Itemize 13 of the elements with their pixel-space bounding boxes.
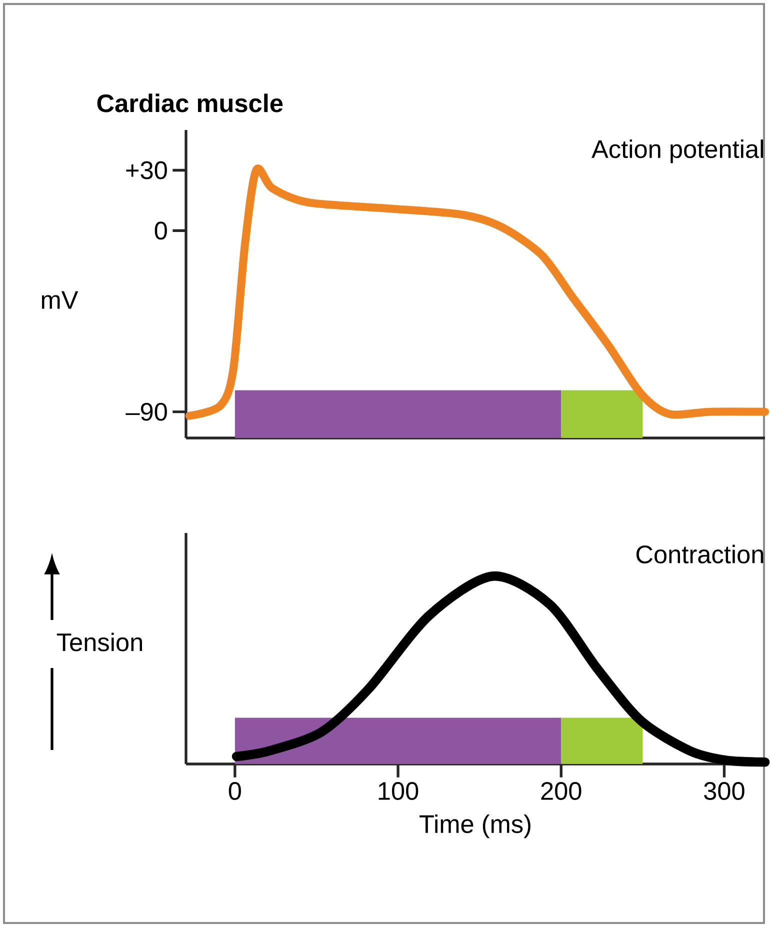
text: Contraction <box>636 544 764 564</box>
y-tick-label: 0 <box>155 222 168 240</box>
y-axis-title: mV <box>42 291 78 309</box>
y-axis-title: Tension <box>57 632 142 652</box>
x-tick-label: 100 <box>378 782 418 800</box>
chart-title: Cardiac muscle <box>97 94 283 112</box>
y-tick-label: +30 <box>126 161 168 180</box>
x-tick-label: 200 <box>541 782 582 800</box>
y-tick-label: –90 <box>126 402 168 421</box>
x-axis-title: Time (ms) <box>420 814 531 838</box>
x-tick-label: 0 <box>229 782 242 800</box>
x-tick-label: 300 <box>704 782 745 800</box>
text: Action potential <box>592 139 764 164</box>
